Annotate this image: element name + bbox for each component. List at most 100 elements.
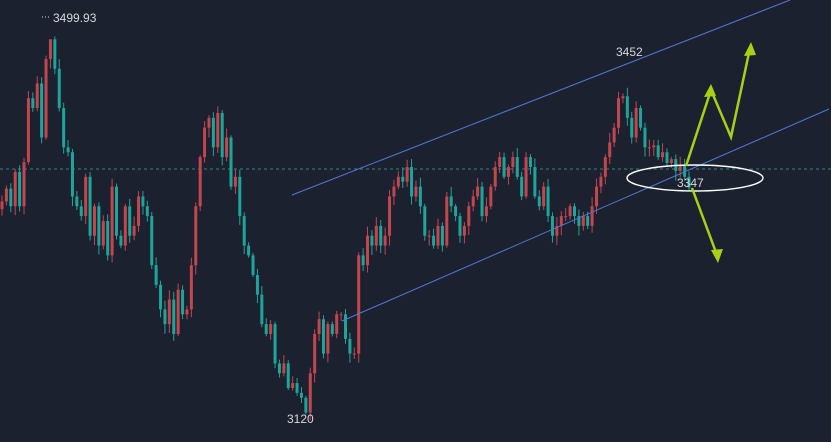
candle <box>194 202 198 275</box>
candle-body <box>590 206 594 226</box>
candle-body <box>647 147 651 149</box>
candle <box>366 226 370 273</box>
candle <box>502 152 506 179</box>
candle-body <box>361 255 365 266</box>
candle-body <box>484 206 488 217</box>
candle-body <box>176 289 180 334</box>
candle-body <box>617 98 621 128</box>
candle <box>652 139 656 157</box>
candle <box>476 178 480 200</box>
candle-body <box>625 96 629 118</box>
candle <box>506 164 510 185</box>
candle-body <box>251 255 255 276</box>
candle <box>220 110 224 166</box>
trend-channel-group <box>291 0 830 322</box>
candle <box>330 321 334 337</box>
candle <box>145 200 149 222</box>
candle <box>550 212 554 243</box>
candle <box>595 178 599 214</box>
candle-body <box>137 196 141 226</box>
candle-body <box>154 265 158 285</box>
candle-body <box>669 159 673 164</box>
candle-body <box>330 324 334 334</box>
candle-body <box>313 333 317 374</box>
candle <box>656 139 660 160</box>
candle-body <box>418 186 422 207</box>
candle <box>383 227 387 255</box>
candle <box>436 218 440 249</box>
candle-body <box>458 216 462 236</box>
candle-body <box>57 68 61 109</box>
candle-body <box>211 117 215 148</box>
candle <box>128 198 132 243</box>
candle <box>35 76 39 112</box>
candle-body <box>370 235 374 246</box>
candle <box>647 139 651 157</box>
candle <box>528 154 532 175</box>
candle-body <box>612 127 616 143</box>
candle <box>31 92 35 112</box>
candle <box>260 286 264 328</box>
candle <box>661 143 665 162</box>
candle <box>189 257 193 318</box>
candle-body <box>181 289 185 315</box>
candle <box>119 230 123 249</box>
candle-body <box>621 96 625 99</box>
candle-body <box>357 255 361 354</box>
annotation-group <box>626 42 764 263</box>
candle <box>524 152 528 199</box>
candle <box>211 112 215 157</box>
candle-body <box>586 216 590 226</box>
candle-body <box>291 383 295 388</box>
candle <box>683 158 687 180</box>
candle <box>273 321 277 369</box>
candle <box>498 152 502 173</box>
candle <box>555 216 559 246</box>
candle-body <box>53 39 57 69</box>
candle <box>537 190 541 211</box>
candle-body <box>445 196 449 246</box>
candle-body <box>383 235 387 246</box>
candle <box>48 39 52 69</box>
labels-group: 3499.93 3452 3347 3120 <box>42 11 704 426</box>
candle-body <box>40 83 44 138</box>
candle <box>308 367 312 421</box>
candle-body <box>9 188 13 207</box>
candle <box>26 91 30 165</box>
candle-body <box>339 314 343 316</box>
candle <box>410 159 414 205</box>
candle-body <box>634 108 638 138</box>
candle <box>621 93 625 104</box>
candle <box>445 192 449 248</box>
candle <box>304 395 308 415</box>
candle-body <box>97 206 101 246</box>
candle-body <box>476 186 480 197</box>
candle-body <box>436 225 440 246</box>
candle-body <box>141 196 145 207</box>
candle <box>97 202 101 255</box>
candle <box>115 183 118 240</box>
candle-body <box>454 206 458 217</box>
candle-body <box>48 39 52 59</box>
candle-body <box>88 176 92 236</box>
candle <box>533 158 537 199</box>
candle-body <box>533 166 537 197</box>
candle-body <box>524 157 528 197</box>
candle <box>564 207 568 222</box>
candle <box>84 173 88 225</box>
candle <box>590 197 594 233</box>
candle <box>203 121 207 163</box>
candle-body <box>172 299 176 334</box>
candle <box>427 230 431 246</box>
candle-body <box>665 152 669 164</box>
candle <box>167 290 171 333</box>
bearish-arrow-line <box>690 187 719 256</box>
candle-body <box>277 363 281 374</box>
candle-body <box>35 83 39 109</box>
candle-body <box>247 245 251 256</box>
candle-body <box>44 58 48 138</box>
candle <box>418 177 422 214</box>
candle-body <box>687 176 691 188</box>
support-label: 3347 <box>677 176 704 190</box>
bullish-arrow-path <box>684 47 752 167</box>
